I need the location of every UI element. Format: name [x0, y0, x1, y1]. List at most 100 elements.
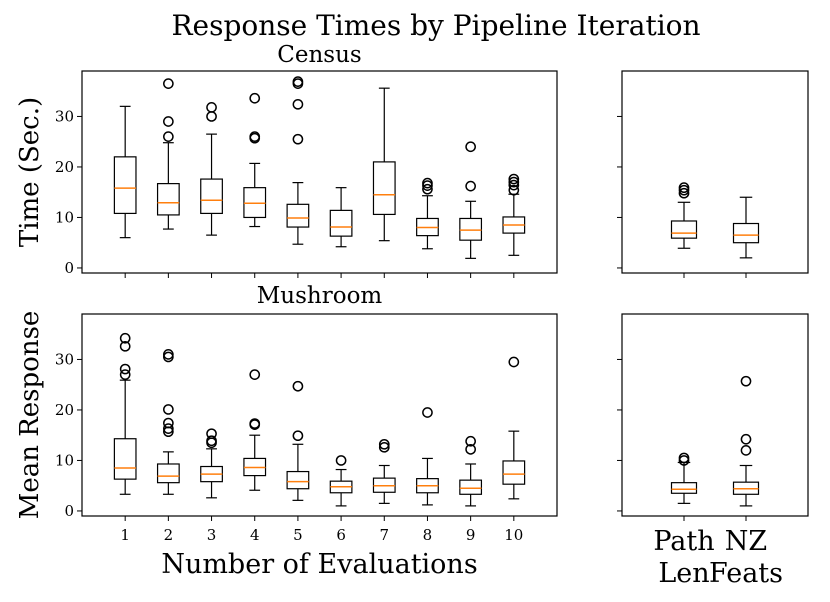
box-8 [416, 407, 439, 506]
y-tick-label: 0 [64, 259, 74, 277]
x-tick-label: 3 [207, 526, 217, 544]
x-tick-label: Path [653, 526, 714, 557]
box-iqr [156, 183, 180, 216]
box-iqr [732, 222, 760, 244]
box-iqr [502, 460, 526, 485]
outlier-point [678, 187, 690, 199]
box-iqr [670, 220, 698, 239]
box-10 [502, 173, 526, 256]
outlier-point [119, 363, 131, 375]
outlier-point [508, 356, 520, 368]
x-tick-label: 7 [379, 526, 389, 544]
outlier-point [163, 417, 174, 429]
outlier-point [292, 98, 304, 110]
x-tick-label: 6 [336, 526, 346, 544]
outlier-point [249, 369, 261, 380]
box-iqr [200, 178, 223, 215]
box-9 [459, 435, 483, 507]
outlier-point [163, 131, 174, 142]
box-9 [459, 141, 483, 259]
outlier-point [678, 182, 690, 194]
outlier-point [465, 141, 476, 153]
panel-top-right [617, 70, 809, 278]
box-6 [329, 187, 353, 248]
y-tick-label: 30 [55, 107, 74, 125]
outlier-point [465, 180, 476, 192]
y-tick-label: 0 [64, 502, 74, 520]
axes-title: Mushroom [257, 283, 383, 309]
outlier-point [378, 438, 390, 450]
box-1 [113, 332, 137, 495]
plots: 0 10 20 30 Census Time (Sec.) 0 10 20 30 1 2 3 4 5 6 7 8 9… [15, 42, 809, 589]
outlier-point [119, 332, 131, 344]
box-10 [502, 356, 526, 500]
x-tick-label: 10 [504, 526, 523, 544]
outlier-point [292, 430, 304, 442]
y-axis-label: Mean Response [15, 311, 45, 520]
axes-frame [621, 313, 809, 517]
outlier-point [508, 179, 520, 191]
outlier-point [119, 340, 131, 352]
box-5 [286, 380, 310, 501]
outlier-point [508, 176, 520, 188]
box-Path Len [670, 452, 698, 504]
axes-frame [81, 313, 558, 517]
box-NZ Feats [732, 196, 760, 259]
box-3 [200, 428, 223, 499]
outlier-point [292, 133, 304, 145]
x-tick-label: 5 [293, 526, 303, 544]
box-iqr [670, 482, 698, 494]
box-iqr [459, 479, 483, 495]
y-tick-label: 30 [55, 350, 74, 368]
box-1 [113, 105, 137, 239]
box-4 [243, 369, 267, 491]
axes-title: Census [277, 42, 361, 68]
box-7 [372, 87, 396, 242]
outlier-point [508, 184, 520, 196]
x-tick-label: 4 [250, 526, 260, 544]
outlier-point [249, 92, 261, 104]
box-iqr [329, 209, 353, 237]
outlier-point [206, 111, 217, 122]
outlier-point [249, 131, 261, 142]
outlier-point [163, 116, 174, 127]
figure-title: Response Times by Pipeline Iteration [171, 9, 700, 42]
outlier-point [465, 435, 476, 447]
outlier-point [292, 76, 304, 87]
box-iqr [113, 156, 137, 215]
x-axis-label: Number of Evaluations [161, 549, 477, 580]
box-6 [329, 455, 353, 507]
y-tick-label: 20 [55, 401, 74, 419]
outlier-point [206, 435, 217, 447]
x-tick-label: Feats [709, 558, 783, 589]
panel-bottom-left: 0 10 20 30 1 2 3 4 5 6 7 8 9 10 Mushroom Mean Response N… [15, 283, 558, 580]
x-tick-label: NZ [725, 526, 767, 557]
box-8 [416, 177, 439, 250]
box-iqr [372, 161, 396, 216]
axes-frame [81, 70, 558, 274]
outlier-point [335, 455, 347, 466]
box-2 [156, 349, 180, 495]
y-axis-label: Time (Sec.) [15, 97, 45, 247]
box-3 [200, 102, 223, 236]
x-tick-label: 1 [120, 526, 130, 544]
outlier-point [678, 452, 690, 464]
box-iqr [156, 463, 180, 484]
y-tick-label: 10 [55, 208, 74, 226]
y-tick-label: 10 [55, 451, 74, 469]
box-iqr [113, 438, 137, 480]
outlier-point [163, 423, 174, 434]
panel-top-left: 0 10 20 30 Census Time (Sec.) [15, 42, 558, 278]
axes-frame [621, 70, 809, 274]
x-tick-label: Len [658, 558, 709, 589]
box-iqr [459, 217, 483, 241]
outlier-point [292, 380, 304, 392]
outlier-point [740, 375, 752, 387]
outlier-point [378, 441, 390, 453]
outlier-point [163, 78, 174, 89]
outlier-point [740, 445, 752, 456]
box-4 [243, 92, 267, 228]
outlier-point [465, 443, 476, 455]
x-tick-label: 8 [423, 526, 433, 544]
